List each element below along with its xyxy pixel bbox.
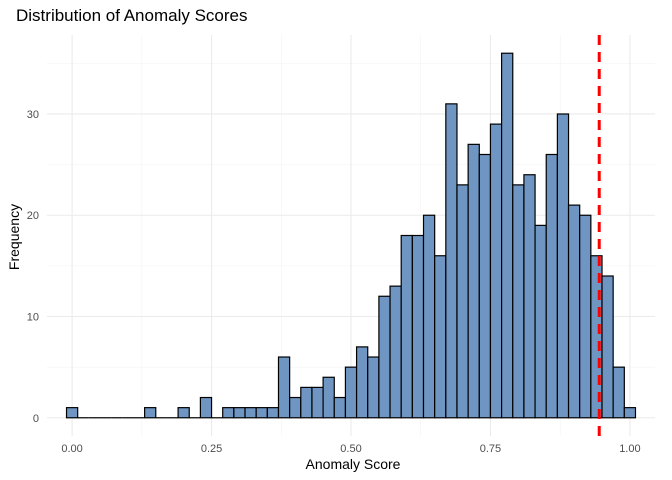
histogram-bar [579, 214, 592, 419]
histogram-bar [378, 295, 391, 419]
histogram-bar [389, 285, 402, 419]
histogram-bar [266, 407, 280, 419]
histogram-bar [523, 174, 536, 419]
histogram-bar [400, 234, 413, 419]
x-axis-title: Anomaly Score [306, 456, 401, 472]
histogram-bar [311, 386, 324, 419]
histogram-bar [445, 103, 458, 419]
y-axis-title: Frequency [6, 204, 22, 270]
histogram-bar [322, 376, 335, 419]
histogram-bar [612, 366, 625, 419]
histogram-bar [177, 407, 190, 419]
histogram-bar [456, 184, 469, 419]
histogram-bar [489, 123, 503, 419]
histogram-bar [300, 386, 313, 419]
histogram-bar [344, 366, 358, 419]
y-axis-ticks: 0 10 20 30 [27, 109, 39, 425]
histogram-bar [289, 396, 302, 419]
histogram-bar [534, 224, 547, 419]
chart-title: Distribution of Anomaly Scores [16, 6, 248, 25]
histogram-bar [545, 153, 558, 419]
histogram-bar [601, 275, 614, 419]
histogram-bar [355, 346, 369, 419]
histogram-bar [512, 184, 525, 419]
y-tick-label: 0 [33, 413, 39, 425]
histogram-bar [367, 356, 380, 419]
histogram-bar [467, 143, 480, 419]
histogram-bar [434, 255, 447, 419]
x-tick-label: 0.00 [61, 443, 82, 455]
histogram-bar [144, 407, 157, 419]
histogram-bar [411, 234, 425, 419]
histogram-bar [222, 407, 235, 419]
histogram-bar [501, 52, 514, 419]
x-tick-label: 1.00 [619, 443, 640, 455]
y-tick-label: 10 [27, 312, 39, 324]
histogram-bar [233, 407, 246, 419]
histogram-bar [422, 214, 436, 419]
y-tick-label: 30 [27, 109, 39, 121]
x-tick-label: 0.50 [340, 443, 361, 455]
histogram-bar [65, 407, 79, 419]
histogram-bar [333, 396, 347, 419]
histogram-bar [199, 396, 213, 419]
histogram-bar [277, 356, 291, 419]
histogram-bar [567, 204, 581, 419]
histogram-bar [478, 153, 492, 419]
histogram-bar [556, 113, 570, 419]
histogram-bar [244, 407, 257, 419]
histogram-bar [255, 407, 268, 419]
histogram-bars [65, 52, 637, 419]
x-tick-label: 0.75 [480, 443, 501, 455]
histogram-bar [623, 407, 637, 419]
y-tick-label: 20 [27, 210, 39, 222]
x-tick-label: 0.25 [201, 443, 222, 455]
x-axis-ticks: 0.00 0.25 0.50 0.75 1.00 [61, 443, 640, 455]
